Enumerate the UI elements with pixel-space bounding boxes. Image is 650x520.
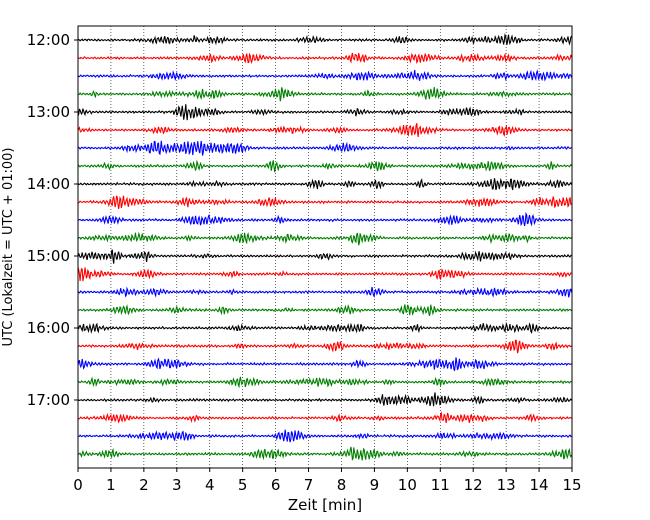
- x-tick-label: 0: [73, 476, 83, 494]
- x-tick-label: 10: [398, 476, 417, 494]
- x-tick-label: 11: [431, 476, 450, 494]
- y-tick-label: 14:00: [27, 175, 70, 193]
- trace-1300: [77, 104, 572, 121]
- trace-1530: [77, 286, 573, 298]
- x-tick-label: 2: [139, 476, 149, 494]
- trace-1545: [77, 304, 572, 316]
- trace-1445: [77, 231, 572, 246]
- plot-frame: [77, 25, 573, 469]
- trace-1345: [77, 159, 572, 173]
- x-tick-label: 1: [106, 476, 116, 494]
- x-tick-label: 13: [497, 476, 516, 494]
- x-tick-label: 4: [205, 476, 215, 494]
- trace-1715: [77, 410, 572, 424]
- trace-1430: [77, 211, 572, 227]
- x-tick-label: 8: [337, 476, 347, 494]
- x-tick-label: 9: [370, 476, 380, 494]
- trace-1200: [77, 33, 572, 46]
- y-tick-label: 16:00: [27, 319, 70, 337]
- y-tick-label: 17:00: [27, 391, 70, 409]
- trace-1215: [77, 52, 573, 65]
- trace-1700: [77, 392, 572, 407]
- y-tick-label: 13:00: [27, 103, 70, 121]
- trace-1230: [77, 69, 573, 82]
- trace-1615: [77, 339, 572, 354]
- trace-1730: [77, 429, 572, 443]
- trace-1515: [77, 267, 572, 282]
- y-tick-label: 15:00: [27, 247, 70, 265]
- trace-1330: [77, 140, 572, 156]
- x-tick-label: 7: [304, 476, 314, 494]
- trace-1600: [77, 321, 572, 334]
- trace-1630: [77, 357, 572, 372]
- x-tick-label: 5: [238, 476, 248, 494]
- trace-1645: [77, 376, 572, 389]
- y-axis: 12:00 13:00 14:00 15:00 16:00 17:00: [27, 31, 78, 409]
- trace-1400: [77, 177, 573, 191]
- x-tick-label: 12: [464, 476, 483, 494]
- x-tick-label: 15: [562, 476, 581, 494]
- y-tick-label: 12:00: [27, 31, 70, 49]
- trace-1415: [77, 195, 572, 209]
- y-axis-label: UTC (Lokalzeit = UTC + 01:00): [1, 148, 16, 347]
- x-axis-label: Zeit [min]: [288, 496, 362, 514]
- x-tick-label: 14: [530, 476, 549, 494]
- trace-1315: [77, 123, 572, 138]
- trace-1500: [77, 249, 572, 264]
- trace-1745: [77, 446, 573, 461]
- x-tick-label: 3: [172, 476, 182, 494]
- x-axis: 0 1 2 3 4 5 6 7 8 9 10 11 12 13 14 15: [73, 468, 582, 494]
- trace-1245: [77, 87, 572, 102]
- trace-series: [77, 33, 573, 461]
- x-tick-label: 6: [271, 476, 281, 494]
